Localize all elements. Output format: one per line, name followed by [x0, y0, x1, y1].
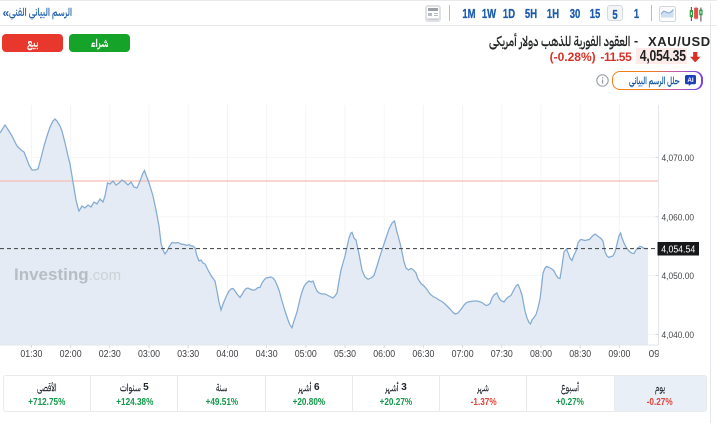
- svg-text:4,040.00: 4,040.00: [662, 330, 695, 341]
- svg-text:08:00: 08:00: [530, 349, 552, 360]
- svg-text:03:00: 03:00: [138, 349, 160, 360]
- svg-text:04:30: 04:30: [256, 349, 278, 360]
- svg-text:06:00: 06:00: [373, 349, 395, 360]
- svg-text:4,054.54: 4,054.54: [661, 244, 695, 255]
- svg-text:07:30: 07:30: [491, 349, 513, 360]
- svg-text:4,050.00: 4,050.00: [662, 271, 695, 282]
- svg-text:01:30: 01:30: [20, 349, 42, 360]
- svg-text:AI: AI: [687, 77, 694, 84]
- svg-text:02:30: 02:30: [99, 349, 121, 360]
- svg-text:05:00: 05:00: [295, 349, 317, 360]
- svg-text:4,060.00: 4,060.00: [662, 212, 695, 223]
- svg-text:05:30: 05:30: [334, 349, 356, 360]
- svg-text:Investing.com: Investing.com: [14, 265, 121, 284]
- svg-text:4,070.00: 4,070.00: [662, 153, 695, 164]
- svg-text:07:00: 07:00: [452, 349, 474, 360]
- svg-text:03:30: 03:30: [177, 349, 199, 360]
- svg-text:08:30: 08:30: [569, 349, 591, 360]
- svg-text:04:00: 04:00: [216, 349, 238, 360]
- svg-text:06:30: 06:30: [412, 349, 434, 360]
- svg-text:09: 09: [649, 349, 661, 360]
- svg-text:02:00: 02:00: [60, 349, 82, 360]
- svg-text:09:00: 09:00: [608, 349, 630, 360]
